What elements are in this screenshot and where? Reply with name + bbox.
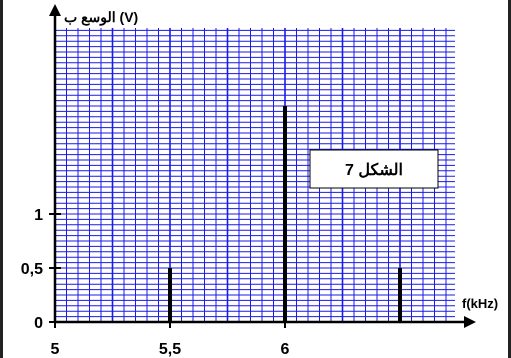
x-tick-label: 5,5 [159,341,181,358]
x-tick-label: 6 [281,341,290,358]
y-tick-label: 0 [34,315,43,332]
figure-annotation: الشكل 7 [345,162,403,179]
y-tick-label: 0,5 [21,261,43,278]
tick-labels: 5 5,5 6 0 0,5 1 [21,207,290,358]
y-tick-label: 1 [34,207,43,224]
y-axis-arrow [49,4,61,16]
axes [49,4,476,328]
spectral-lines [168,106,402,322]
x-axis-arrow [464,316,476,328]
x-tick-label: 5 [51,341,60,358]
figure-annotation-box: الشكل 7 [309,149,439,189]
y-axis-label: الوسع ب (V) [64,9,138,26]
x-axis-label: f(kHz) [462,296,498,311]
